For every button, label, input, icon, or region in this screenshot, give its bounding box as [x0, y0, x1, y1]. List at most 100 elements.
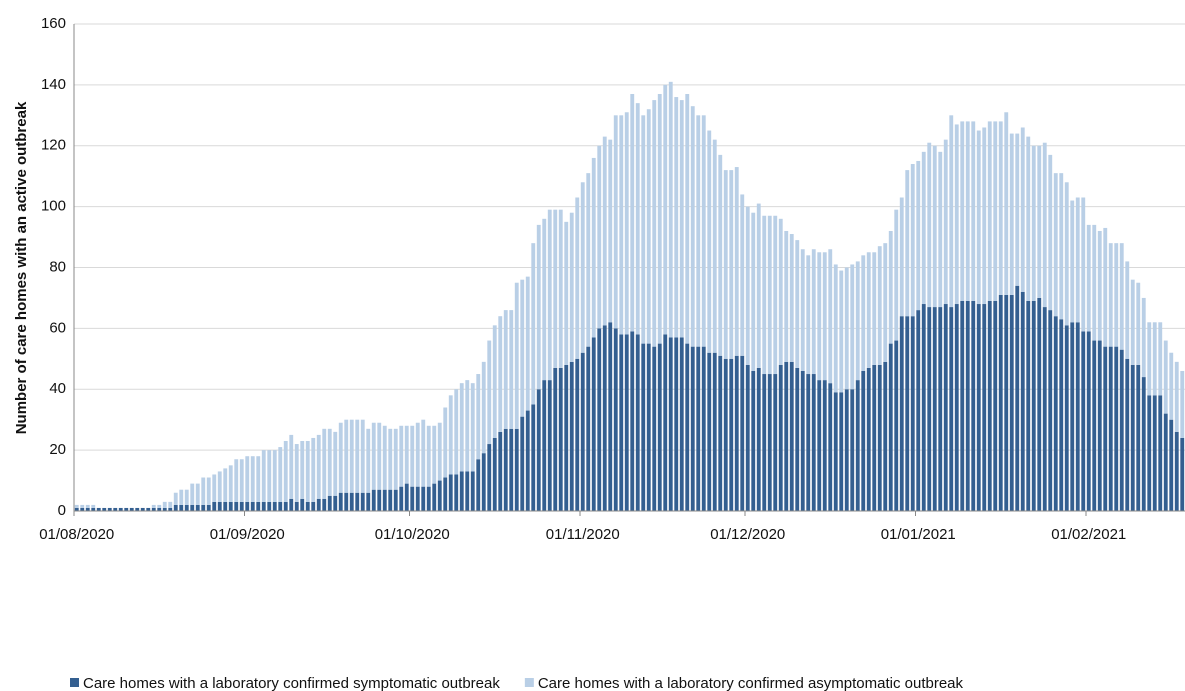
bar-segment [663, 84, 668, 335]
bar-segment [118, 507, 123, 511]
bar-segment [272, 450, 277, 502]
bar-segment [333, 495, 338, 511]
bar-segment [1064, 325, 1069, 511]
bar-segment [399, 425, 404, 487]
bar-segment [564, 364, 569, 511]
bar-segment [206, 477, 211, 505]
bar-segment [916, 160, 921, 311]
bar-segment [355, 492, 360, 511]
bar-segment [514, 282, 519, 429]
bar-segment [520, 279, 525, 417]
bar-segment [415, 422, 420, 487]
bar-segment [624, 334, 629, 511]
bar-segment [261, 450, 266, 502]
bar-segment [173, 492, 178, 505]
bar-segment [734, 167, 739, 356]
bar-segment [960, 300, 965, 511]
bar-segment [789, 234, 794, 362]
bar-segment [866, 367, 871, 511]
bar-segment [503, 310, 508, 429]
bar-segment [619, 115, 624, 335]
bar-segment [162, 507, 167, 511]
bar-segment [1180, 437, 1185, 511]
bar-segment [1136, 282, 1141, 365]
bar-segment [850, 264, 855, 390]
bar-segment [245, 501, 250, 511]
bar-segment [1064, 182, 1069, 326]
bar-segment [360, 492, 365, 511]
bar-segment [344, 492, 349, 511]
bar-segment [536, 224, 541, 390]
bar-segment [432, 483, 437, 511]
bar-segment [1147, 395, 1152, 511]
bar-segment [184, 489, 189, 505]
bar-segment [195, 483, 200, 505]
bar-segment [289, 498, 294, 511]
bar-segment [1020, 127, 1025, 292]
bar-segment [668, 81, 673, 338]
bar-segment [564, 221, 569, 365]
bar-segment [608, 322, 613, 511]
bar-segment [850, 389, 855, 511]
bar-segment [762, 374, 767, 511]
bar-segment [1119, 243, 1124, 350]
bar-segment [311, 437, 316, 502]
bar-segment [580, 352, 585, 511]
bar-segment [575, 197, 580, 359]
bar-segment [1108, 346, 1113, 511]
bar-segment [888, 230, 893, 344]
bar-segment [377, 489, 382, 511]
x-tick-label: 01/01/2021 [881, 526, 956, 543]
bar-segment [872, 364, 877, 511]
bar-segment [1152, 395, 1157, 511]
bar-segment [872, 252, 877, 365]
bar-segment [124, 507, 129, 511]
bar-segment [1103, 346, 1108, 511]
bar-segment [756, 203, 761, 368]
bar-segment [1169, 352, 1174, 420]
bar-segment [355, 419, 360, 493]
bar-segment [707, 130, 712, 353]
bar-segment [261, 501, 266, 511]
y-tick-label: 120 [41, 137, 66, 154]
bar-segment [1180, 370, 1185, 438]
bar-segment [1037, 297, 1042, 511]
bar-segment [74, 507, 79, 511]
bar-segment [1130, 279, 1135, 365]
bar-segment [437, 422, 442, 481]
bar-segment [316, 498, 321, 511]
bar-segment [883, 243, 888, 362]
bar-segment [899, 316, 904, 511]
bar-segment [998, 294, 1003, 511]
bar-segment [393, 428, 398, 490]
bar-segment [448, 395, 453, 475]
bar-segment [80, 507, 85, 511]
bar-segment [1097, 230, 1102, 341]
bar-segment [542, 380, 547, 511]
bar-segment [146, 507, 151, 511]
bar-segment [894, 209, 899, 341]
bar-segment [195, 504, 200, 511]
bar-segment [278, 501, 283, 511]
bar-segment [701, 115, 706, 347]
bar-segment [91, 507, 96, 511]
bar-segment [619, 334, 624, 511]
bar-segment [608, 139, 613, 323]
bar-segment [635, 103, 640, 335]
bar-segment [1081, 331, 1086, 511]
bar-segment [652, 100, 657, 347]
bar-segment [740, 355, 745, 511]
bar-segment [1125, 261, 1130, 359]
bar-segment [228, 501, 233, 511]
bar-segment [1114, 243, 1119, 347]
bar-segment [1026, 136, 1031, 301]
bar-segment [410, 486, 415, 511]
bar-segment [1108, 243, 1113, 347]
bar-segment [107, 507, 112, 511]
bar-segment [1092, 340, 1097, 511]
bar-segment [718, 355, 723, 511]
bar-segment [833, 264, 838, 393]
bar-segment [179, 489, 184, 505]
bar-segment [217, 501, 222, 511]
